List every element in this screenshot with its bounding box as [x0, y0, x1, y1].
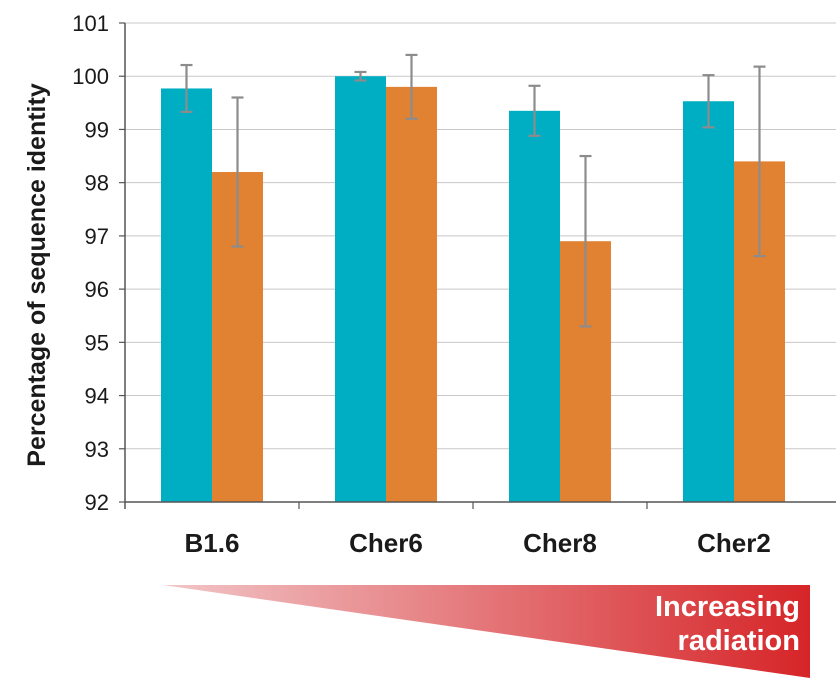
y-tick-label: 101	[72, 11, 109, 36]
y-tick-label: 100	[72, 64, 109, 89]
bar	[161, 88, 212, 503]
x-category-label: B1.6	[185, 528, 240, 558]
y-tick-label: 98	[85, 171, 109, 196]
y-tick-label: 99	[85, 117, 109, 142]
bar	[386, 86, 437, 502]
x-category-label: Cher2	[697, 528, 771, 558]
error-bars	[180, 53, 766, 328]
y-tick-label: 95	[85, 330, 109, 355]
radiation-label-line1: Increasing	[655, 591, 800, 623]
radiation-label-line2: radiation	[678, 625, 800, 657]
y-tick-labels: 92 93 94 95 96 97 98 99 100 101	[72, 11, 125, 515]
y-axis-title: Percentage of sequence identity	[23, 83, 51, 467]
x-category-labels: B1.6 Cher6 Cher8 Cher2	[185, 502, 771, 558]
y-tick-label: 97	[85, 224, 109, 249]
bar	[509, 110, 560, 503]
y-tick-label: 92	[85, 490, 109, 515]
y-tick-label: 94	[85, 384, 109, 409]
bar	[683, 101, 734, 502]
radiation-gradient-wedge	[163, 585, 810, 678]
x-category-label: Cher6	[349, 528, 423, 558]
bar	[335, 76, 386, 502]
bars	[161, 76, 785, 503]
axes	[124, 23, 836, 509]
x-category-label: Cher8	[523, 528, 597, 558]
y-tick-label: 96	[85, 277, 109, 302]
y-tick-label: 93	[85, 437, 109, 462]
